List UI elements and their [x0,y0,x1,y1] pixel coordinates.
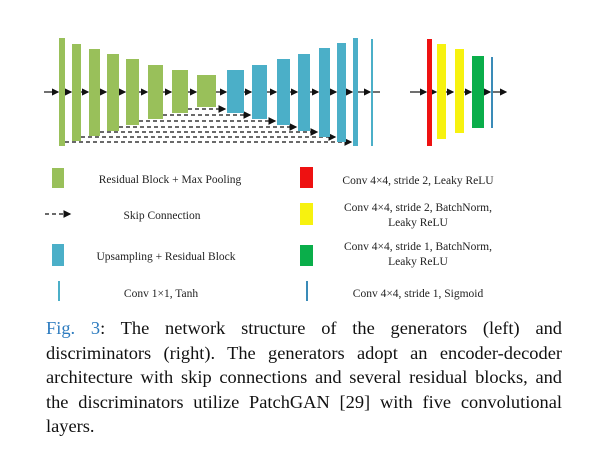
legend-label-residual-maxpool: Residual Block + Max Pooling [98,174,242,186]
legend-label-upsampling: Upsampling + Residual Block [96,251,236,263]
residual-maxpool-block [126,59,139,125]
legend-label-conv1x1-tanh: Conv 1×1, Tanh [123,288,199,300]
upsampling-residual-block [337,43,346,142]
upsampling-residual-block [298,54,310,131]
yellow-conv-block [455,49,464,133]
legend-swatch-red-block [300,167,313,188]
network-diagram [44,38,508,301]
residual-maxpool-block [59,38,65,146]
legend-swatch-thin-blue-line [306,281,308,301]
legend-label-dgreen-line1: Conv 4×4, stride 1, BatchNorm, [344,241,492,253]
legend-label-yellow-line1: Conv 4×4, stride 2, BatchNorm, [344,202,492,214]
sigmoid-conv-layer [491,57,493,128]
legend-swatch-yellow-block [300,203,313,225]
legend-swatch-green-block [52,168,64,188]
upsampling-residual-block [353,38,358,146]
conv1x1-tanh-layer [371,39,373,146]
figure-caption-label: Fig. 3 [46,318,101,338]
legend-label-skip-connection: Skip Connection [123,210,201,222]
legend-label-sigmoid-conv: Conv 4×4, stride 1, Sigmoid [352,288,484,300]
legend-swatch-dgreen-block [300,245,313,266]
dgreen-conv-block [472,56,484,128]
legend-swatch-thin-cyan-line [58,281,60,301]
legend-label-yellow-conv: Conv 4×4, stride 2, BatchNorm, Leaky ReL… [318,201,518,231]
red-conv-block [427,39,432,146]
upsampling-residual-block [277,59,290,125]
residual-maxpool-block [172,70,188,113]
discriminator-diagram [410,39,508,146]
residual-maxpool-block [72,44,81,141]
legend-swatch-cyan-block [52,244,64,266]
generator-diagram [44,38,380,146]
legend-swatches [45,167,313,301]
upsampling-residual-block [319,48,330,137]
residual-maxpool-block [89,49,100,136]
legend-label-yellow-line2: Leaky ReLU [388,217,448,229]
residual-maxpool-block [148,65,163,119]
yellow-conv-block [437,44,446,139]
figure-caption-text: : The network structure of the generator… [46,318,562,436]
residual-maxpool-block [107,54,119,131]
legend-label-dgreen-line2: Leaky ReLU [388,256,448,268]
upsampling-residual-block [252,65,267,119]
figure-caption: Fig. 3: The network structure of the gen… [46,316,562,439]
upsampling-residual-block [227,70,244,113]
residual-maxpool-block [197,75,216,107]
legend-label-dgreen-conv: Conv 4×4, stride 1, BatchNorm, Leaky ReL… [318,240,518,270]
legend-label-red-conv: Conv 4×4, stride 2, Leaky ReLU [342,175,494,187]
